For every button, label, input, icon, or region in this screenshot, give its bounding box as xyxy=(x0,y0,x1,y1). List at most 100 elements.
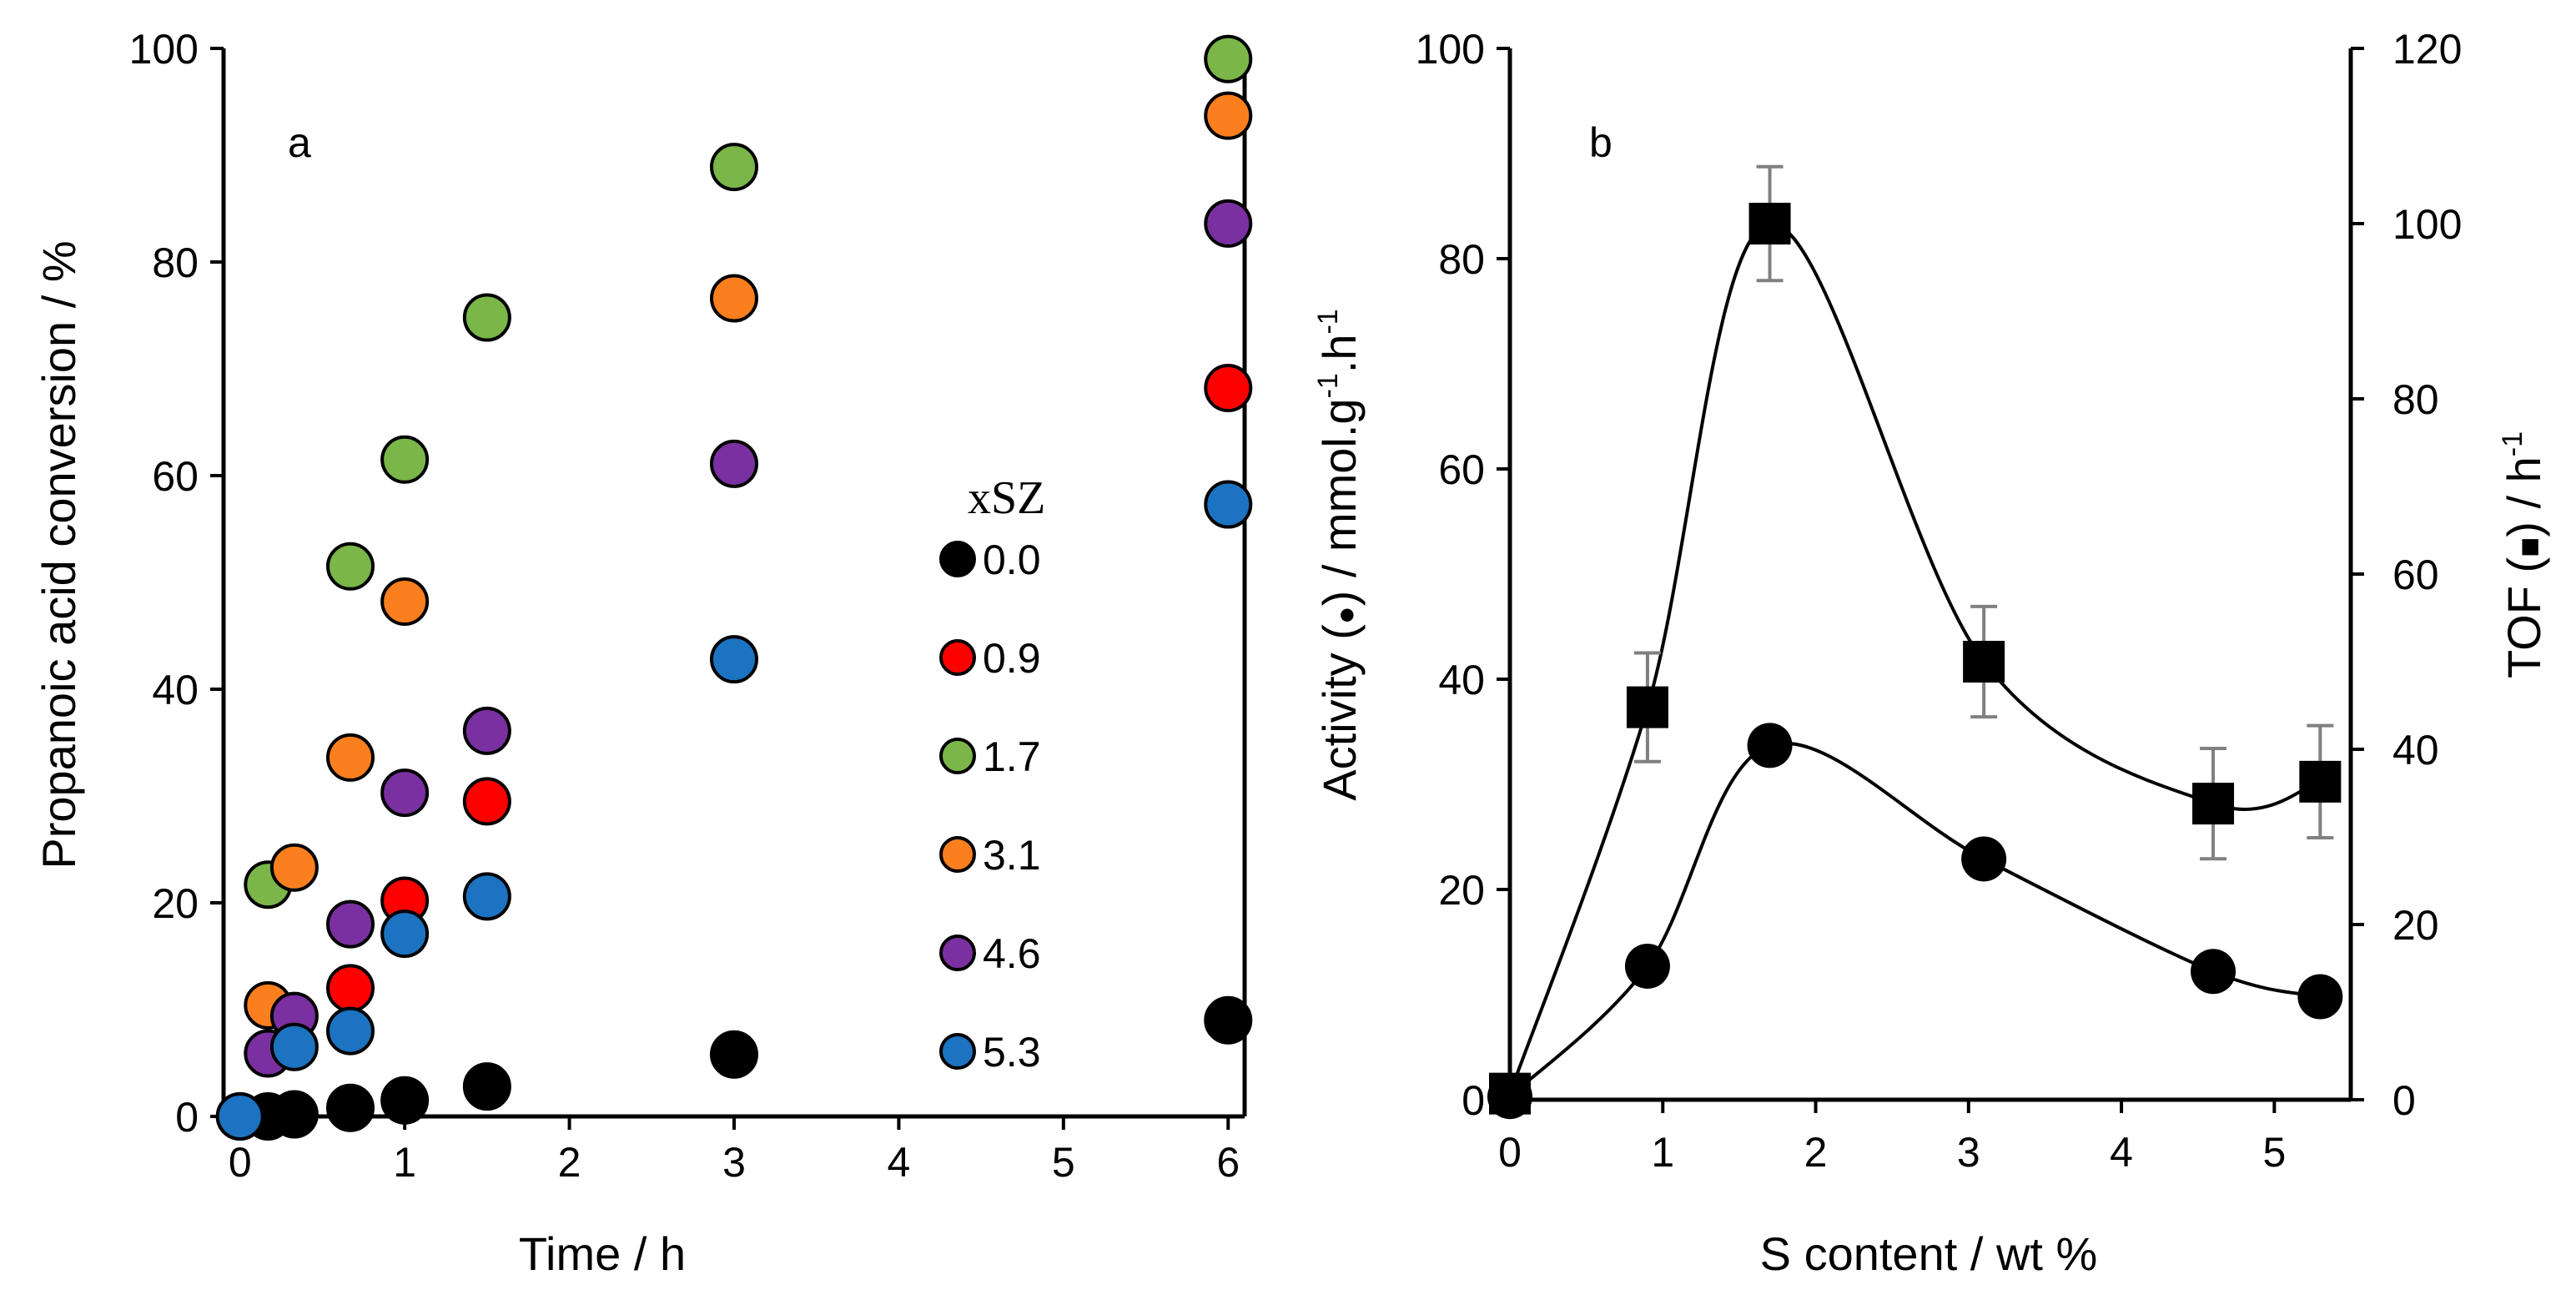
panel-a-x-axis-label: Time / h xyxy=(519,1227,686,1280)
data-point xyxy=(215,1092,264,1141)
legend-label: 3.1 xyxy=(983,832,1041,879)
data-point xyxy=(2191,949,2236,995)
data-point xyxy=(1204,199,1253,248)
legend-label: 5.3 xyxy=(983,1029,1041,1076)
data-point xyxy=(1204,34,1253,83)
data-point xyxy=(1204,480,1253,529)
legend-label: 1.7 xyxy=(983,733,1041,780)
data-point xyxy=(2297,974,2343,1020)
y-label-sup1: -1 xyxy=(1312,373,1344,398)
legend-marker xyxy=(939,935,976,971)
y2-label-sup: -1 xyxy=(2497,431,2528,456)
panel-b-y-axis-label: Activity (●) / mmol.g-1.h-1 xyxy=(1312,309,1366,800)
data-point xyxy=(380,909,430,959)
data-point xyxy=(1204,995,1253,1045)
x-tick-label: 5 xyxy=(2262,1129,2286,1176)
y-tick-label: 40 xyxy=(152,667,199,713)
data-point xyxy=(2192,783,2235,825)
x-tick-label: 1 xyxy=(1651,1129,1674,1176)
x-tick-label: 1 xyxy=(393,1139,416,1186)
data-point xyxy=(326,542,375,591)
x-tick-label: 3 xyxy=(1957,1129,1980,1176)
x-tick-label: 2 xyxy=(558,1139,581,1186)
data-point xyxy=(462,1062,511,1111)
y-label-pre: Activity ( xyxy=(1313,624,1366,801)
panel-b-x-ticks: 0 1 2 3 4 5 xyxy=(1498,1100,2286,1176)
x-tick-label: 5 xyxy=(1052,1139,1075,1186)
y-tick-label: 100 xyxy=(1416,26,1485,73)
legend-title: xSZ xyxy=(968,472,1045,524)
data-point xyxy=(269,843,319,892)
data-point xyxy=(380,1076,430,1125)
data-point xyxy=(326,1083,375,1132)
data-point xyxy=(269,1022,319,1071)
panel-a-letter: a xyxy=(288,119,311,166)
panel-b-data-points xyxy=(1487,203,2343,1120)
y-tick-label: 20 xyxy=(152,880,199,927)
data-point xyxy=(1204,364,1253,413)
y2-tick-label: 80 xyxy=(2392,376,2439,423)
y2-label-pre: TOF ( xyxy=(2498,557,2550,679)
data-point xyxy=(326,1006,375,1056)
data-point xyxy=(269,1090,319,1139)
data-point xyxy=(462,706,511,755)
data-point xyxy=(326,733,375,782)
data-point xyxy=(710,439,758,488)
y-tick-label: 100 xyxy=(129,26,199,73)
y-label-sup2: -1 xyxy=(1312,309,1344,334)
y2-tick-label: 100 xyxy=(2392,201,2462,248)
legend-marker xyxy=(939,1033,976,1070)
data-point xyxy=(326,899,375,949)
data-point xyxy=(462,293,511,342)
data-point xyxy=(1747,723,1793,768)
x-tick-label: 0 xyxy=(1498,1129,1522,1176)
x-tick-label: 3 xyxy=(722,1139,746,1186)
x-tick-label: 4 xyxy=(2110,1129,2133,1176)
legend-marker xyxy=(939,738,976,774)
y-tick-label: 0 xyxy=(175,1094,199,1141)
panel-a-axes-frame xyxy=(221,48,1247,1119)
data-point xyxy=(710,274,758,323)
panel-b-y-ticks: 0 20 40 60 80 100 xyxy=(1416,26,1510,1124)
legend-label: 4.6 xyxy=(983,930,1041,977)
y-label-mark: ● xyxy=(1328,606,1362,624)
y-tick-label: 80 xyxy=(152,239,199,286)
y-tick-label: 80 xyxy=(1438,236,1485,283)
data-point xyxy=(710,1030,758,1079)
y-label-mid: .h xyxy=(1313,335,1366,374)
x-tick-label: 0 xyxy=(229,1139,252,1186)
data-point xyxy=(1961,836,2007,882)
y-tick-label: 60 xyxy=(1438,446,1485,493)
panel-b-error-bars xyxy=(1633,164,2334,861)
panel-b-y2-ticks: 0 20 40 60 80 100 120 xyxy=(2351,26,2462,1124)
data-point xyxy=(1624,943,1670,989)
y-tick-label: 60 xyxy=(152,453,199,500)
y2-tick-label: 20 xyxy=(2392,902,2439,949)
panel-a-x-ticks: 0 1 2 3 4 5 6 xyxy=(229,1116,1240,1186)
series-1.7 xyxy=(244,34,1253,909)
series-0.9 xyxy=(326,364,1253,1013)
data-point xyxy=(380,577,430,627)
legend-marker xyxy=(939,836,976,873)
y2-tick-label: 0 xyxy=(2392,1077,2416,1124)
data-point xyxy=(2299,760,2342,803)
panel-a-legend: xSZ 0.0 0.9 1.7 3.1 4.6 5.3 xyxy=(939,472,1045,1076)
series-tof xyxy=(1489,203,2342,1115)
data-point xyxy=(380,435,430,484)
data-point xyxy=(380,768,430,818)
data-point xyxy=(462,872,511,921)
data-point xyxy=(1748,203,1791,244)
series-3.1 xyxy=(244,91,1253,1030)
panel-b-axes-frame xyxy=(1507,48,2353,1102)
data-point xyxy=(326,964,375,1013)
panel-a-data-points xyxy=(215,34,1253,1141)
y2-label-post: ) / h xyxy=(2498,456,2550,537)
panel-a-y-ticks: 0 20 40 60 80 100 xyxy=(129,26,224,1141)
panel-a-y-axis-label: Propanoic acid conversion / % xyxy=(33,240,85,869)
y2-tick-label: 120 xyxy=(2392,26,2462,73)
data-point xyxy=(1626,686,1668,728)
x-tick-label: 6 xyxy=(1216,1139,1240,1186)
y2-tick-label: 40 xyxy=(2392,727,2439,773)
y-label-post: ) / mmol.g xyxy=(1313,398,1366,606)
